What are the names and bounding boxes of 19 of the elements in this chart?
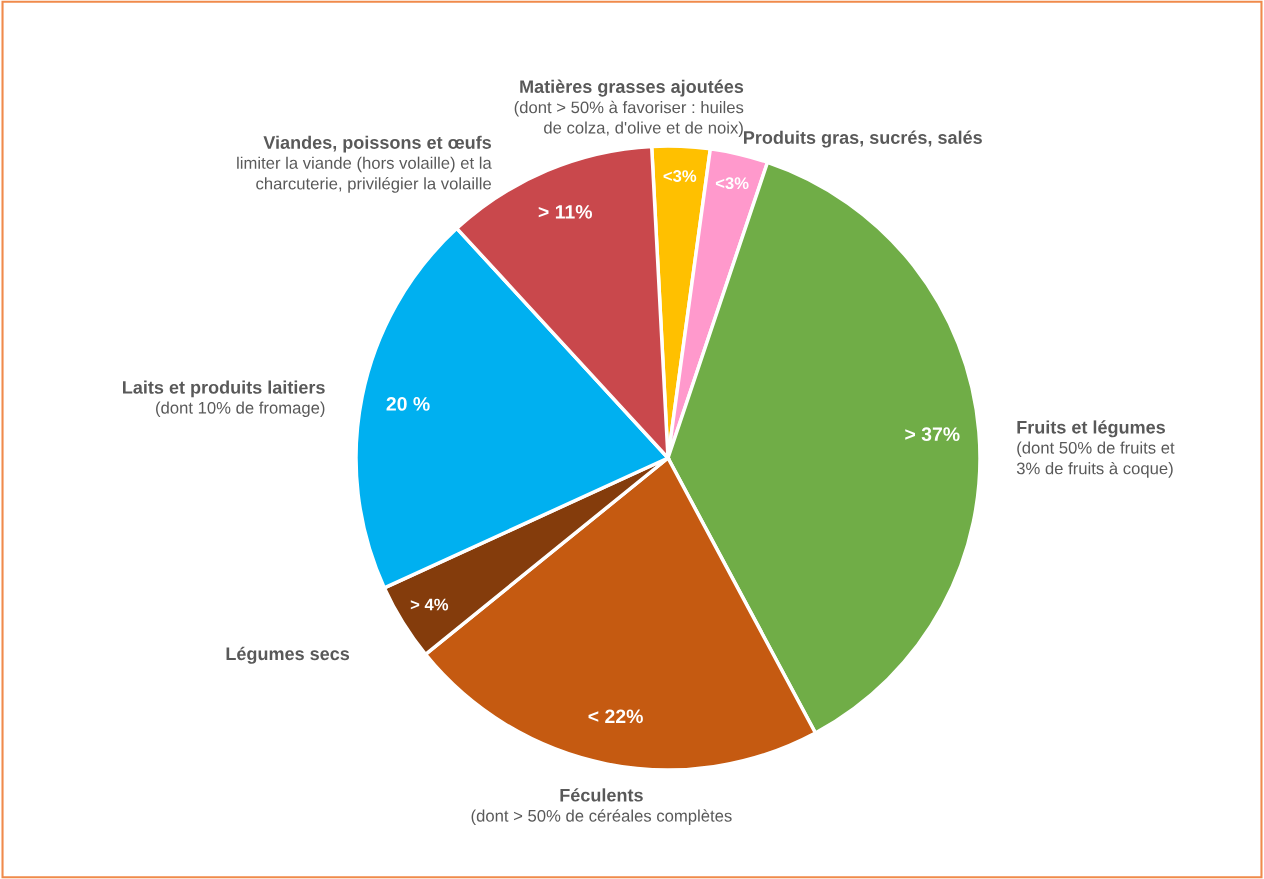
slice-label: Produits gras, sucrés, salés bbox=[744, 130, 982, 148]
data-label: < 22% bbox=[588, 709, 643, 724]
slice-label: Viandes, poissons et œufs bbox=[263, 135, 491, 153]
slice-label: Fruits et légumes bbox=[1017, 420, 1165, 438]
data-label: <3% bbox=[715, 177, 749, 190]
data-label: > 37% bbox=[905, 427, 960, 442]
data-label: 20 % bbox=[386, 397, 430, 411]
data-label: > 11% bbox=[538, 205, 593, 219]
text: (dont 10% de fromage) bbox=[156, 401, 325, 418]
text: (dont > 50% de céréales complètes bbox=[471, 809, 732, 826]
text: (dont 50% de fruits et 3% de fruits à coque) bbox=[1016, 441, 1175, 478]
data-label: > 4% bbox=[410, 598, 449, 611]
slice-label: Féculents bbox=[560, 788, 643, 802]
slice-label: Légumes secs bbox=[226, 646, 350, 664]
data-label: <3% bbox=[663, 170, 697, 182]
slice-label: Laits et produits laitiers bbox=[123, 380, 325, 398]
text: (dont > 50% à favoriser : huiles de colza, d'olive et de noix) bbox=[514, 100, 744, 137]
text: limiter la viande (hors volaille) et la charcuterie, privilégier la volaille bbox=[237, 156, 492, 193]
slice-label: Matières grasses ajoutées bbox=[520, 79, 744, 97]
